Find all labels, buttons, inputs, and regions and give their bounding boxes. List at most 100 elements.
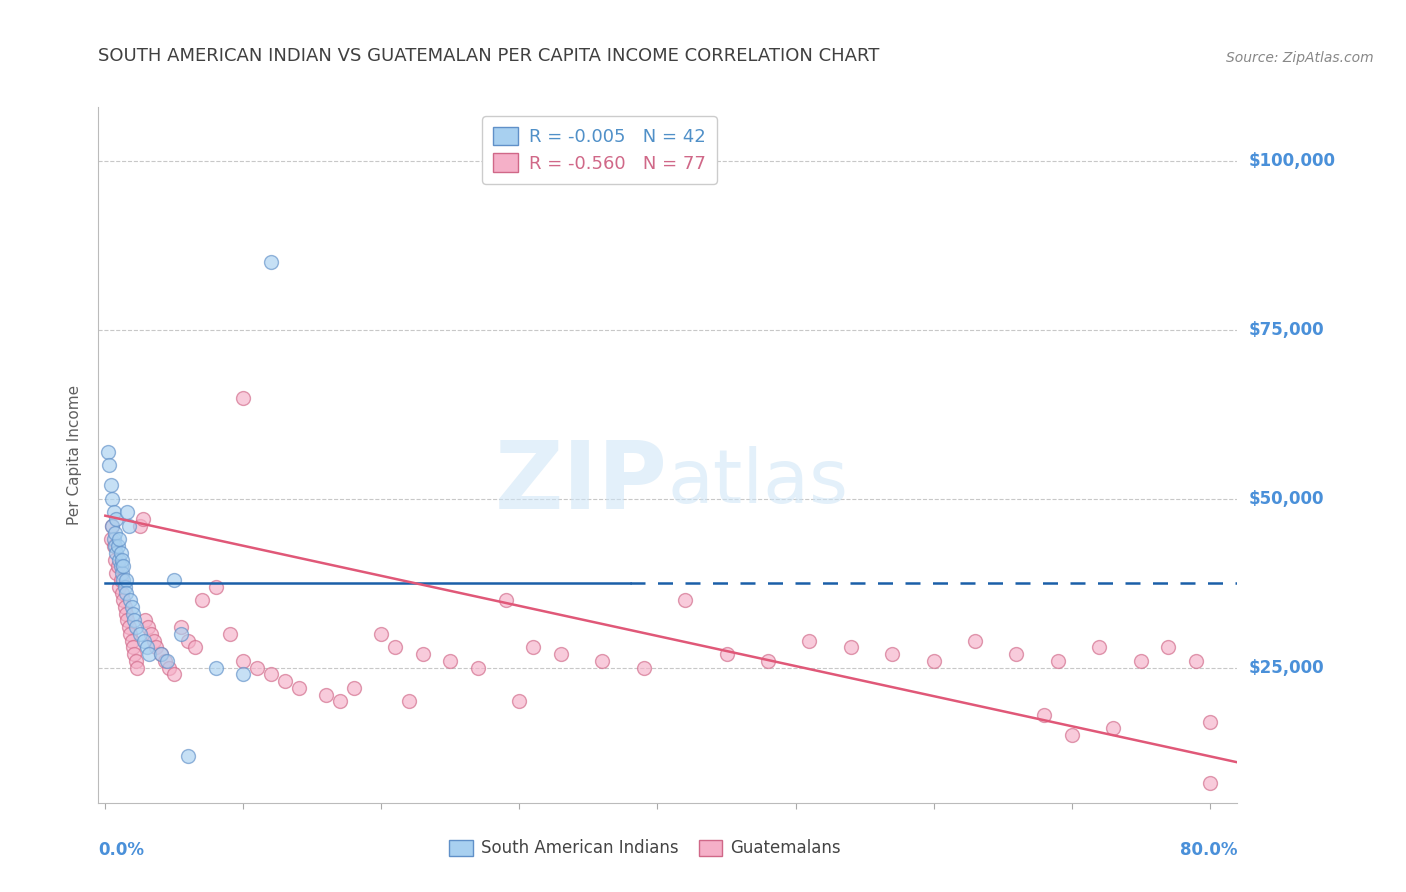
Point: [115, 573, 138, 587]
Point: [1060, 728, 1083, 742]
Point: [550, 647, 572, 661]
Point: [184, 640, 207, 655]
Point: [439, 654, 461, 668]
Legend: South American Indians, Guatemalans: South American Indians, Guatemalans: [443, 833, 848, 864]
Text: Source: ZipAtlas.com: Source: ZipAtlas.com: [1226, 52, 1374, 65]
Y-axis label: Per Capita Income: Per Capita Income: [67, 384, 83, 525]
Point: [922, 654, 945, 668]
Point: [136, 620, 159, 634]
Point: [117, 614, 139, 628]
Text: 0.0%: 0.0%: [98, 841, 145, 859]
Point: [839, 640, 862, 655]
Point: [108, 552, 131, 566]
Point: [98, 458, 121, 472]
Point: [232, 391, 254, 405]
Point: [1046, 654, 1069, 668]
Point: [156, 654, 179, 668]
Point: [1157, 640, 1180, 655]
Point: [157, 661, 180, 675]
Point: [673, 593, 696, 607]
Point: [118, 519, 141, 533]
Point: [260, 255, 283, 269]
Point: [101, 519, 124, 533]
Point: [232, 667, 254, 681]
Point: [112, 573, 135, 587]
Point: [882, 647, 904, 661]
Point: [124, 614, 146, 628]
Text: $75,000: $75,000: [1249, 321, 1324, 339]
Point: [105, 546, 128, 560]
Point: [495, 593, 517, 607]
Point: [591, 654, 613, 668]
Point: [138, 647, 160, 661]
Point: [343, 681, 366, 695]
Point: [799, 633, 821, 648]
Point: [120, 627, 142, 641]
Point: [122, 640, 145, 655]
Point: [104, 525, 127, 540]
Point: [145, 640, 167, 655]
Point: [122, 607, 145, 621]
Point: [232, 654, 254, 668]
Point: [177, 748, 200, 763]
Point: [115, 586, 138, 600]
Point: [149, 647, 172, 661]
Text: 80.0%: 80.0%: [1180, 841, 1237, 859]
Text: $50,000: $50,000: [1249, 490, 1324, 508]
Point: [1129, 654, 1152, 668]
Point: [118, 620, 141, 634]
Point: [101, 519, 124, 533]
Point: [114, 580, 136, 594]
Point: [170, 627, 193, 641]
Point: [246, 661, 269, 675]
Text: atlas: atlas: [668, 446, 849, 519]
Point: [104, 552, 127, 566]
Point: [128, 627, 150, 641]
Point: [100, 478, 122, 492]
Point: [114, 599, 136, 614]
Point: [163, 667, 186, 681]
Point: [111, 586, 134, 600]
Point: [370, 627, 392, 641]
Point: [125, 654, 148, 668]
Point: [125, 620, 148, 634]
Point: [1088, 640, 1111, 655]
Point: [120, 593, 142, 607]
Text: $25,000: $25,000: [1249, 658, 1324, 677]
Point: [963, 633, 986, 648]
Point: [112, 559, 135, 574]
Point: [260, 667, 283, 681]
Point: [103, 505, 125, 519]
Point: [110, 573, 132, 587]
Point: [110, 559, 132, 574]
Point: [204, 580, 226, 594]
Point: [108, 580, 131, 594]
Point: [1198, 775, 1220, 789]
Point: [105, 512, 128, 526]
Point: [107, 539, 129, 553]
Point: [111, 566, 134, 581]
Point: [112, 593, 135, 607]
Point: [139, 627, 162, 641]
Point: [124, 647, 146, 661]
Point: [1198, 714, 1220, 729]
Point: [274, 674, 297, 689]
Point: [1185, 654, 1208, 668]
Point: [115, 607, 138, 621]
Point: [104, 539, 127, 553]
Point: [716, 647, 738, 661]
Text: SOUTH AMERICAN INDIAN VS GUATEMALAN PER CAPITA INCOME CORRELATION CHART: SOUTH AMERICAN INDIAN VS GUATEMALAN PER …: [98, 47, 880, 65]
Point: [107, 559, 129, 574]
Point: [121, 599, 143, 614]
Point: [315, 688, 337, 702]
Point: [163, 573, 186, 587]
Point: [218, 627, 240, 641]
Point: [329, 694, 352, 708]
Point: [204, 661, 226, 675]
Point: [1102, 722, 1125, 736]
Point: [149, 647, 172, 661]
Point: [103, 533, 125, 547]
Point: [105, 566, 128, 581]
Point: [132, 633, 155, 648]
Point: [117, 505, 139, 519]
